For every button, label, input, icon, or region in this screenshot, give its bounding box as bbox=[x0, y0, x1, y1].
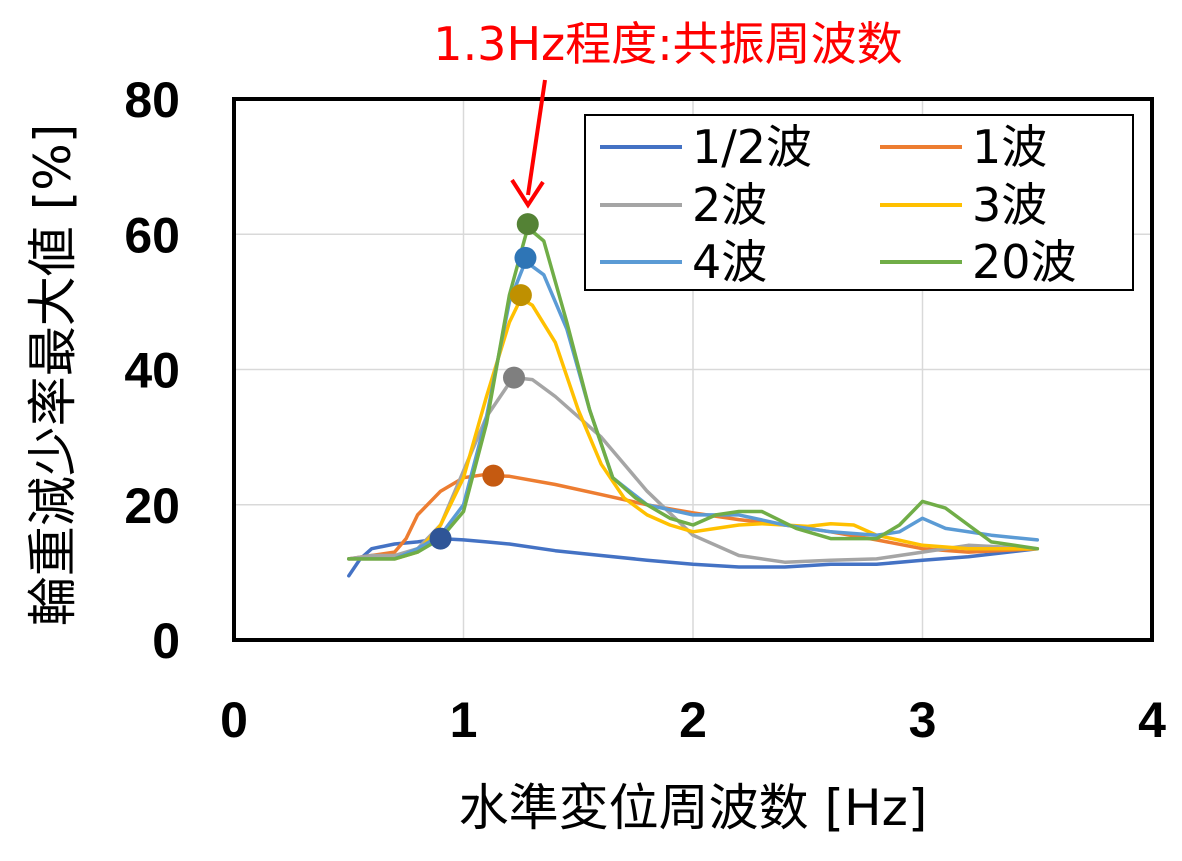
peak-marker-4 bbox=[514, 246, 537, 269]
series-line-5 bbox=[347, 225, 1040, 561]
legend-label-2: 2波 bbox=[692, 178, 767, 232]
peak-markers bbox=[429, 213, 539, 550]
series-line-3 bbox=[347, 296, 1040, 561]
y-tick-label: 40 bbox=[124, 343, 180, 399]
annotation-arrowhead bbox=[510, 178, 545, 209]
y-tick-labels: 0 20 40 60 80 bbox=[124, 72, 180, 669]
plot-area-frame bbox=[232, 97, 1154, 642]
x-tick-label: 4 bbox=[1138, 692, 1166, 748]
legend-label-1: 1波 bbox=[972, 120, 1047, 174]
x-tick-labels: 0 1 2 3 4 bbox=[220, 692, 1166, 748]
y-tick-label: 20 bbox=[124, 478, 180, 534]
x-tick-label: 2 bbox=[679, 692, 707, 748]
x-tick-label: 1 bbox=[450, 692, 478, 748]
peak-marker-0 bbox=[429, 527, 452, 550]
peak-marker-3 bbox=[509, 284, 532, 307]
series-line-0 bbox=[347, 536, 1040, 578]
legend-label-4: 4波 bbox=[692, 235, 767, 289]
y-tick-label: 80 bbox=[124, 72, 180, 128]
peak-marker-1 bbox=[482, 464, 505, 487]
y-tick-label: 0 bbox=[152, 613, 180, 669]
x-tick-label: 0 bbox=[220, 692, 248, 748]
annotation-arrow bbox=[526, 79, 547, 196]
legend-label-3: 3波 bbox=[972, 178, 1047, 232]
peak-marker-5 bbox=[516, 213, 539, 236]
x-axis-title: 水準変位周波数 [Hz] bbox=[459, 779, 928, 837]
resonance-annotation: 1.3Hz程度:共振周波数 bbox=[433, 17, 902, 71]
legend-label-0: 1/2波 bbox=[692, 120, 812, 174]
x-tick-label: 3 bbox=[909, 692, 937, 748]
y-tick-label: 60 bbox=[124, 207, 180, 263]
y-axis-title: 輪重減少率最大値 [%] bbox=[24, 124, 82, 626]
peak-marker-2 bbox=[502, 366, 525, 389]
legend-label-5: 20波 bbox=[972, 235, 1077, 289]
legend: 1/2波 1波 2波 3波 4波 20波 bbox=[584, 114, 1134, 291]
